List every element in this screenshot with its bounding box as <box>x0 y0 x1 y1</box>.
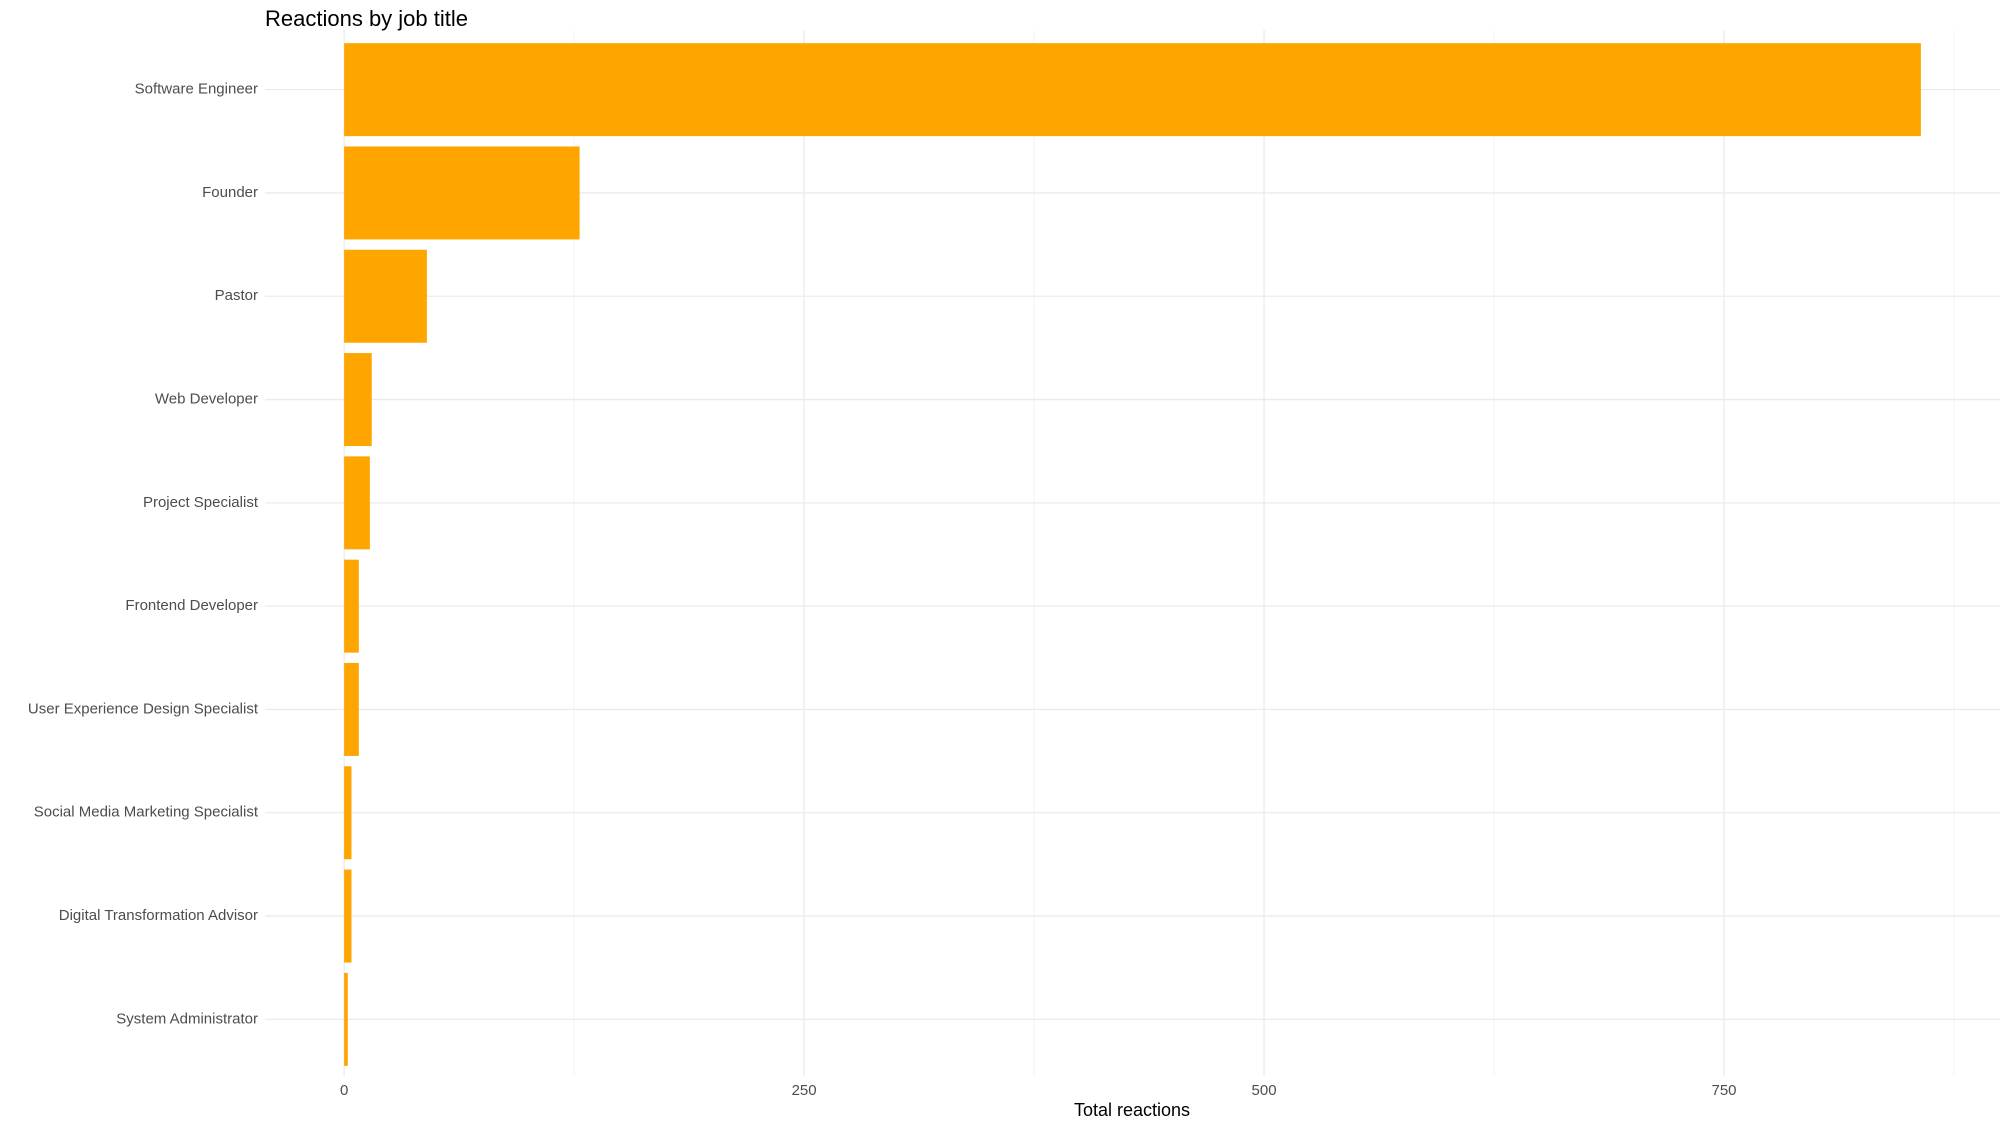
y-tick-label: Frontend Developer <box>125 597 258 614</box>
y-tick-label: System Administrator <box>116 1010 258 1027</box>
bar <box>344 146 580 240</box>
bar <box>344 249 427 343</box>
y-tick-label: Pastor <box>215 287 258 304</box>
bar <box>344 972 348 1066</box>
y-tick-label: Project Specialist <box>143 494 259 511</box>
x-tick-label: 750 <box>1712 1082 1737 1099</box>
bar <box>344 43 1921 137</box>
y-tick-label: Web Developer <box>155 391 258 408</box>
x-tick-label: 250 <box>792 1082 817 1099</box>
x-tick-label: 0 <box>340 1082 348 1099</box>
y-tick-label: Social Media Marketing Specialist <box>34 804 259 821</box>
x-axis-title: Total reactions <box>1074 1100 1190 1120</box>
bar <box>344 456 370 550</box>
y-tick-label: Software Engineer <box>135 81 258 98</box>
y-tick-label: User Experience Design Specialist <box>28 700 259 717</box>
y-tick-label: Founder <box>202 184 258 201</box>
bar <box>344 869 352 963</box>
x-tick-label: 500 <box>1252 1082 1277 1099</box>
bar <box>344 766 352 860</box>
bar <box>344 662 359 756</box>
bar <box>344 353 372 447</box>
bar <box>344 559 359 653</box>
chart-title: Reactions by job title <box>265 6 468 31</box>
y-tick-label: Digital Transformation Advisor <box>59 907 258 924</box>
